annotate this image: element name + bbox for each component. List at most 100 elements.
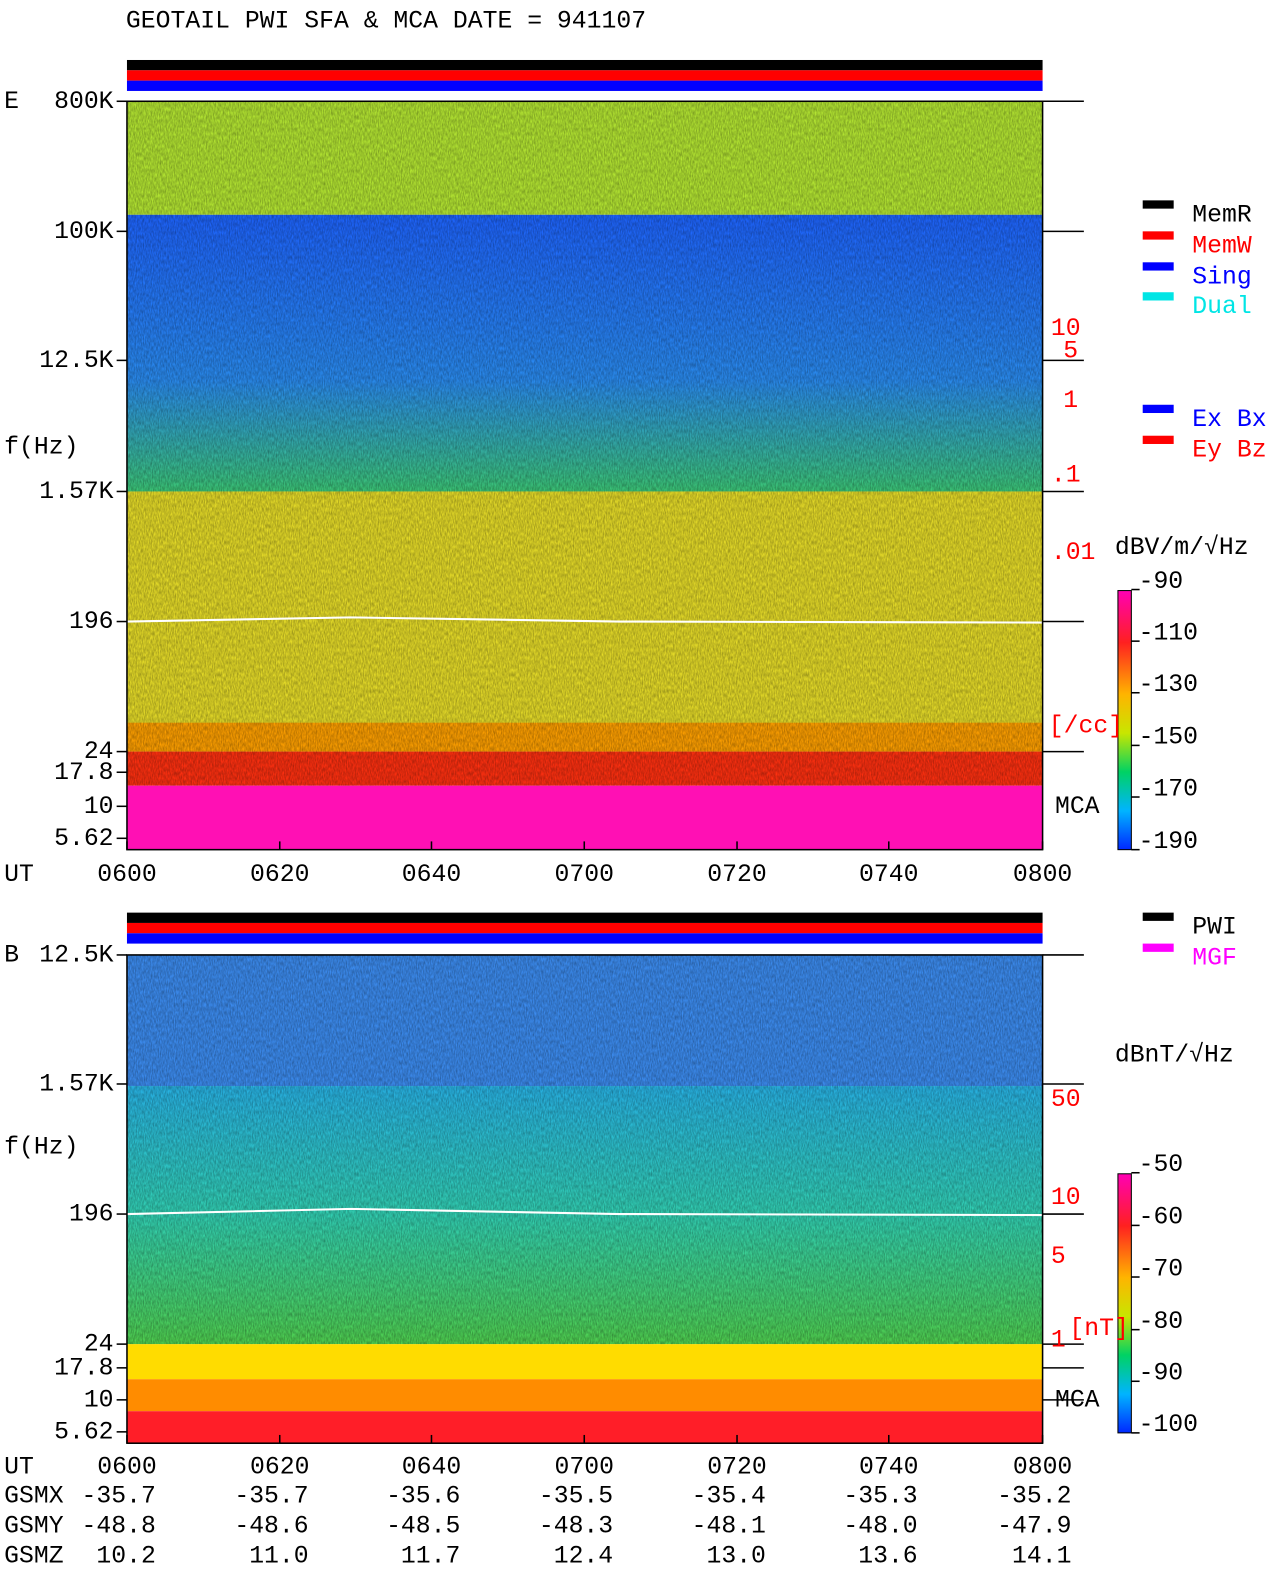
x-tick-label: 0720 [707, 1453, 766, 1481]
orbit-value: -35.4 [692, 1482, 766, 1510]
colorbar-unit: dBV/m/√Hz [1115, 534, 1249, 562]
panel-label: E [4, 88, 19, 116]
panel-label: B [4, 941, 19, 969]
mca-label: MCA [1055, 793, 1100, 821]
y-tick-label: 5.62 [54, 825, 113, 853]
mca-label: MCA [1055, 1386, 1100, 1414]
y-tick-label: 5.62 [54, 1418, 113, 1446]
legend-label: MemR [1192, 201, 1252, 229]
density-tick-label: 1 [1063, 387, 1078, 415]
legend-label: MGF [1192, 945, 1237, 973]
legend-label: Ey Bz [1192, 437, 1266, 465]
y-tick-label: 1.57K [39, 478, 113, 506]
x-tick-label: 0800 [1013, 861, 1072, 889]
orbit-value: -48.8 [82, 1512, 156, 1540]
legend-swatch [1142, 200, 1174, 209]
spectrogram-e [126, 101, 1043, 850]
x-tick-label: 0640 [402, 861, 461, 889]
density-tick-label: 5 [1063, 338, 1078, 366]
legend-swatch [1142, 231, 1174, 240]
legend-label: MemW [1192, 232, 1252, 260]
orbit-value: -35.2 [997, 1482, 1071, 1510]
y-tick-label: 12.5K [39, 347, 113, 375]
orbit-value: -35.7 [234, 1482, 308, 1510]
legend-swatch [1142, 943, 1174, 952]
y-tick-label: 24 [84, 1331, 114, 1359]
orbit-value: 14.1 [1012, 1542, 1071, 1570]
colorbar-tick-label: -100 [1139, 1411, 1198, 1439]
spectrogram-b [126, 954, 1043, 1444]
mode-bars [126, 59, 1043, 944]
colorbar-tick-label: -90 [1139, 1360, 1184, 1388]
orbit-value: 13.6 [858, 1542, 917, 1570]
orbit-value: 12.4 [554, 1542, 613, 1570]
orbit-label: GSMY [4, 1512, 64, 1540]
orbit-value: -48.1 [692, 1512, 766, 1540]
colorbar-tick-label: -50 [1139, 1151, 1184, 1179]
density-tick-label: [nT] [1069, 1315, 1128, 1343]
orbit-value: -35.3 [843, 1482, 917, 1510]
x-tick-label: 0740 [859, 1453, 918, 1481]
colorbar-tick-label: -70 [1139, 1255, 1184, 1283]
colorbar-e [1117, 590, 1132, 851]
orbit-value: -48.5 [386, 1512, 460, 1540]
x-tick-label: 0620 [250, 861, 309, 889]
colorbar-b [1117, 1173, 1132, 1434]
colorbar-tick-label: -110 [1139, 619, 1198, 647]
x-tick-label: 0720 [707, 861, 766, 889]
y-axis-label: f(Hz) [4, 1133, 78, 1161]
y-tick-label: 800K [54, 88, 114, 116]
orbit-value: -48.0 [843, 1512, 917, 1540]
colorbar-unit: dBnT/√Hz [1115, 1042, 1234, 1070]
legend-label: Dual [1192, 293, 1251, 321]
orbit-value: 11.7 [401, 1542, 460, 1570]
x-tick-label: 0600 [97, 1453, 156, 1481]
density-tick-label: 5 [1051, 1243, 1066, 1271]
colorbar-tick-label: -170 [1139, 775, 1198, 803]
orbit-value: 11.0 [249, 1542, 308, 1570]
x-tick-label: 0640 [402, 1453, 461, 1481]
orbit-label: GSMZ [4, 1542, 63, 1570]
x-tick-label: 0700 [555, 861, 614, 889]
legend-swatch [1142, 262, 1174, 271]
colorbar-tick-label: -130 [1139, 671, 1198, 699]
y-tick-label: 10 [84, 793, 114, 821]
legend-label: Sing [1192, 263, 1251, 291]
orbit-value: 10.2 [96, 1542, 155, 1570]
orbit-value: -35.7 [82, 1482, 156, 1510]
density-tick-label: .01 [1051, 539, 1096, 567]
legend-swatch [1142, 435, 1174, 444]
x-axis-label: UT [4, 861, 34, 889]
legend-label: Ex Bx [1192, 406, 1266, 434]
y-tick-label: 100K [54, 218, 114, 246]
orbit-label: GSMX [4, 1482, 64, 1510]
orbit-value: 13.0 [706, 1542, 765, 1570]
orbit-value: -48.6 [234, 1512, 308, 1540]
x-tick-label: 0620 [250, 1453, 309, 1481]
y-axis-label: f(Hz) [4, 434, 78, 462]
x-tick-label: 0740 [859, 861, 918, 889]
density-tick-label: 50 [1051, 1086, 1081, 1114]
y-tick-label: 10 [84, 1386, 114, 1414]
legend-swatch [1142, 404, 1174, 414]
y-tick-label: 12.5K [39, 941, 113, 969]
legend-swatch [1142, 292, 1174, 301]
y-tick-label: 196 [69, 1201, 114, 1229]
legend-swatch [1142, 912, 1174, 921]
orbit-value: -35.5 [539, 1482, 613, 1510]
colorbar-tick-label: -150 [1139, 724, 1198, 752]
y-tick-label: 24 [84, 738, 114, 766]
x-tick-label: 0800 [1013, 1453, 1072, 1481]
colorbar-tick-label: -90 [1139, 568, 1184, 596]
density-tick-label: .1 [1051, 461, 1081, 489]
title: GEOTAIL PWI SFA & MCA DATE = 941107 [126, 7, 646, 35]
colorbar-tick-label: -190 [1139, 828, 1198, 856]
density-tick-label: 10 [1051, 1184, 1081, 1212]
orbit-value: -48.3 [539, 1512, 613, 1540]
x-axis-label: UT [4, 1453, 34, 1481]
x-tick-label: 0600 [97, 861, 156, 889]
y-tick-label: 17.8 [54, 1354, 113, 1382]
density-tick-label: [/cc] [1049, 712, 1123, 740]
